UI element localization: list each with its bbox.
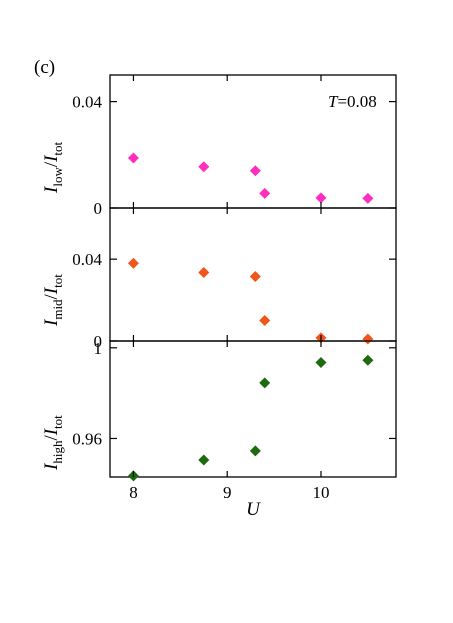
data-point-low [127, 152, 139, 164]
y-tick-label-mid: 0 [94, 332, 103, 351]
data-point-low [315, 192, 327, 204]
y-tick-label-high: 0.96 [72, 429, 102, 448]
ylabel-low: Ilow/Itot [41, 141, 65, 194]
panel-label: (c) [34, 57, 55, 78]
points-low [127, 152, 374, 204]
data-point-high [362, 354, 374, 366]
data-point-high [198, 454, 210, 466]
x-tick-label: 10 [312, 483, 329, 502]
data-point-mid [249, 271, 261, 283]
data-point-low [362, 192, 374, 204]
annotation-temperature: T=0.08 [328, 92, 377, 111]
y-tick-label-high: 1 [94, 339, 103, 358]
x-tick-label: 9 [223, 483, 232, 502]
panel-low: 00.04 T=0.08 Ilow/Itot [41, 74, 397, 218]
data-point-low [259, 187, 271, 199]
y-ticks-high: 0.96 1 [72, 339, 396, 448]
panel-mid: 00.04 Imid/Itot [41, 207, 397, 351]
y-tick-label-low: 0 [94, 199, 103, 218]
y-tick-label-low: 0.04 [72, 93, 102, 112]
data-point-mid [198, 266, 210, 278]
points-high [127, 354, 374, 482]
data-point-low [249, 165, 261, 177]
data-point-mid [362, 333, 374, 345]
y-ticks-mid: 00.04 [72, 250, 396, 351]
ylabel-mid: Imid/Itot [41, 274, 65, 327]
y-ticks-low: 00.04 [72, 93, 396, 218]
data-point-high [259, 377, 271, 389]
plot-frame-high [109, 340, 397, 478]
x-tick-label: 8 [129, 483, 138, 502]
data-point-mid [127, 257, 139, 269]
panel-high: 0.96 1 8 9 10 Ihigh/Itot U [41, 75, 397, 520]
x-ticks: 8 9 10 [129, 75, 329, 502]
points-mid [127, 257, 374, 345]
data-point-high [315, 357, 327, 369]
annotation-temperature-value: =0.08 [337, 92, 376, 111]
y-tick-label-mid: 0.04 [72, 250, 102, 269]
data-point-low [198, 161, 210, 173]
data-point-high [249, 445, 261, 457]
xlabel: U [246, 499, 261, 520]
ylabel-high: Ihigh/Itot [41, 415, 65, 471]
data-point-mid [259, 315, 271, 327]
